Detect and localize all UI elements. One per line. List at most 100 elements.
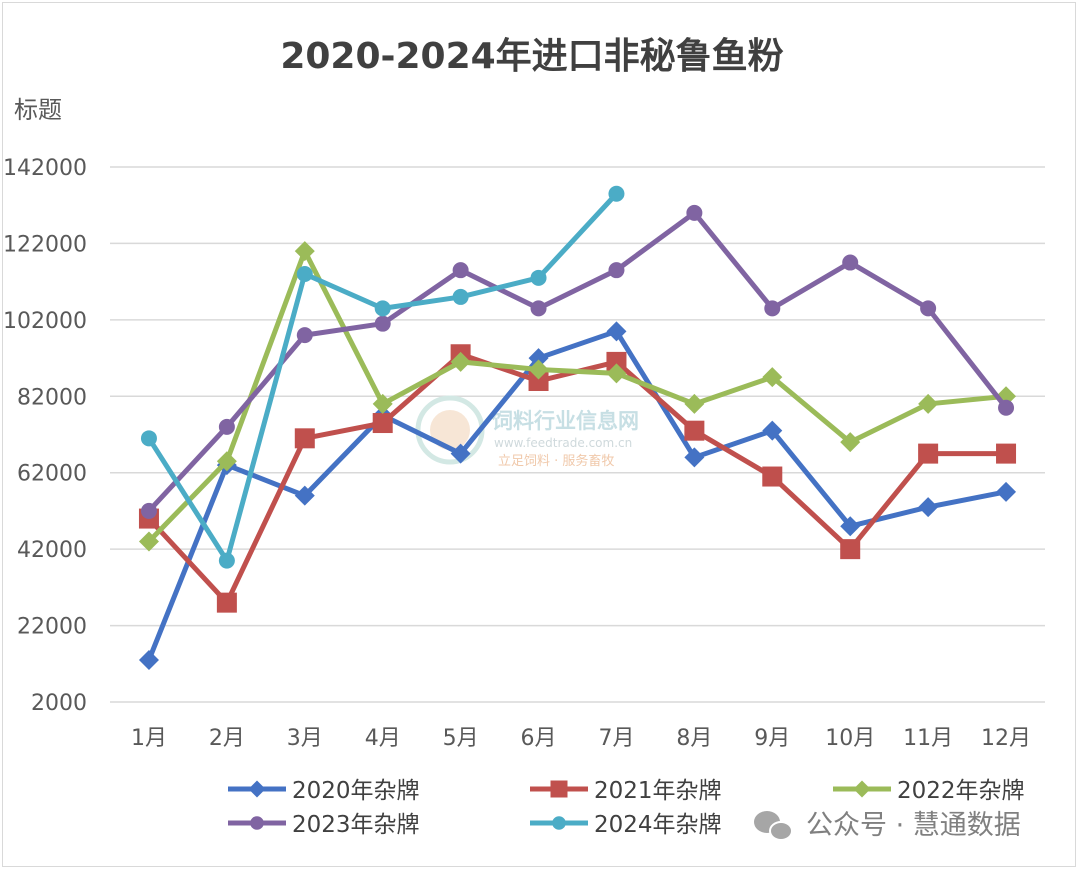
data-point xyxy=(762,420,783,441)
data-point xyxy=(530,300,547,317)
series-2022年杂牌 xyxy=(138,241,1017,552)
x-tick-label: 5月 xyxy=(443,726,479,751)
data-point xyxy=(218,418,235,435)
x-tick-label: 10月 xyxy=(825,726,875,751)
legend-label: 2024年杂牌 xyxy=(594,812,722,838)
data-point xyxy=(684,393,705,414)
legend-swatch-marker xyxy=(248,780,266,798)
data-point xyxy=(606,363,627,384)
data-point xyxy=(528,371,549,391)
data-point xyxy=(452,262,469,279)
data-point xyxy=(684,447,705,468)
x-tick-label: 7月 xyxy=(598,726,634,751)
data-point xyxy=(374,300,391,317)
legend-swatch-marker xyxy=(250,816,264,830)
data-point xyxy=(920,300,937,317)
y-tick-label: 22000 xyxy=(17,615,87,640)
series-line xyxy=(146,328,1007,661)
data-point xyxy=(606,321,627,342)
watermark-url: www.feedtrade.com.cn xyxy=(494,436,632,450)
x-axis-ticks: 1月 2月 3月 4月 5月 6月 7月 8月 9月 10月 11月 12月 xyxy=(131,726,1031,751)
data-point xyxy=(294,485,315,506)
data-point xyxy=(372,413,393,434)
watermark-name: 饲料行业信息网 xyxy=(491,409,639,433)
data-point xyxy=(372,393,393,414)
watermark: 饲料行业信息网 www.feedtrade.com.cn 立足饲料 · 服务畜牧 xyxy=(415,395,639,469)
chart-title: 2020-2024年进口非秘鲁鱼粉 xyxy=(280,36,783,77)
data-point xyxy=(996,481,1017,502)
series-2024年杂牌 xyxy=(140,185,625,569)
data-point xyxy=(608,185,625,202)
data-point xyxy=(762,367,783,388)
data-point xyxy=(530,269,547,286)
x-tick-label: 8月 xyxy=(676,726,712,751)
y-tick-label: 2000 xyxy=(31,691,87,716)
data-point xyxy=(140,430,157,447)
data-point xyxy=(918,443,939,464)
wechat-icon xyxy=(754,811,793,841)
x-tick-label: 1月 xyxy=(131,726,167,751)
data-point xyxy=(918,393,939,414)
data-point xyxy=(296,266,313,282)
series-2021年杂牌 xyxy=(138,344,1017,613)
legend-item: 2022年杂牌 xyxy=(833,778,1025,804)
y-axis-ticks: 2000 22000 42000 62000 82000 102000 122000 1420… xyxy=(3,156,87,716)
legend-item: 2023年杂牌 xyxy=(228,812,420,838)
legend-item: 2021年杂牌 xyxy=(530,778,722,804)
series-2023年杂牌 xyxy=(140,204,1015,519)
legend-label: 2021年杂牌 xyxy=(594,778,722,804)
y-tick-label: 62000 xyxy=(17,462,87,487)
x-tick-label: 2月 xyxy=(209,726,245,751)
y-tick-label: 82000 xyxy=(17,385,87,410)
data-point xyxy=(138,531,159,552)
data-point xyxy=(528,359,549,380)
data-point xyxy=(450,443,471,464)
legend-swatch-marker xyxy=(853,780,871,798)
data-point xyxy=(842,254,859,271)
y-tick-label: 122000 xyxy=(3,232,87,257)
gridlines xyxy=(110,166,1045,703)
x-tick-label: 3月 xyxy=(287,726,323,751)
legend: 2020年杂牌 2021年杂牌 2022年杂牌 2023年杂牌 2024年杂牌 xyxy=(228,778,1025,838)
data-point xyxy=(840,432,861,453)
y-tick-label: 102000 xyxy=(3,309,87,334)
data-point xyxy=(296,327,313,344)
watermark-slogan: 立足饲料 · 服务畜牧 xyxy=(498,453,614,469)
series-layer xyxy=(138,185,1017,670)
legend-swatch-marker xyxy=(552,816,566,830)
data-point xyxy=(140,502,157,519)
legend-item: 2024年杂牌 xyxy=(530,812,722,838)
x-tick-label: 12月 xyxy=(981,726,1031,751)
data-point xyxy=(996,443,1017,464)
data-point xyxy=(686,204,703,221)
legend-label: 2022年杂牌 xyxy=(897,778,1025,804)
source-tag: 公众号 · 慧通数据 xyxy=(754,810,1021,841)
data-point xyxy=(294,428,315,449)
data-point xyxy=(840,516,861,537)
data-point xyxy=(528,348,549,369)
data-point xyxy=(918,497,939,518)
x-tick-label: 6月 xyxy=(521,726,557,751)
x-tick-label: 4月 xyxy=(365,726,401,751)
y-tick-label: 42000 xyxy=(17,538,87,563)
source-label: 公众号 · 慧通数据 xyxy=(806,810,1021,841)
data-point xyxy=(294,241,315,262)
data-point xyxy=(684,420,705,441)
data-point xyxy=(840,539,861,560)
watermark-logo-icon xyxy=(430,410,470,450)
data-point xyxy=(218,552,235,569)
series-line xyxy=(147,351,1007,606)
data-point xyxy=(452,288,469,305)
data-point xyxy=(374,315,391,332)
legend-swatch-marker xyxy=(550,780,568,798)
legend-label: 2020年杂牌 xyxy=(292,778,420,804)
data-point xyxy=(608,262,625,279)
series-line xyxy=(147,248,1007,544)
data-point xyxy=(216,592,237,613)
data-point xyxy=(762,466,783,487)
legend-label: 2023年杂牌 xyxy=(292,812,420,838)
y-axis-title: 标题 xyxy=(14,96,62,124)
legend-item: 2020年杂牌 xyxy=(228,778,420,804)
data-point xyxy=(606,351,627,372)
